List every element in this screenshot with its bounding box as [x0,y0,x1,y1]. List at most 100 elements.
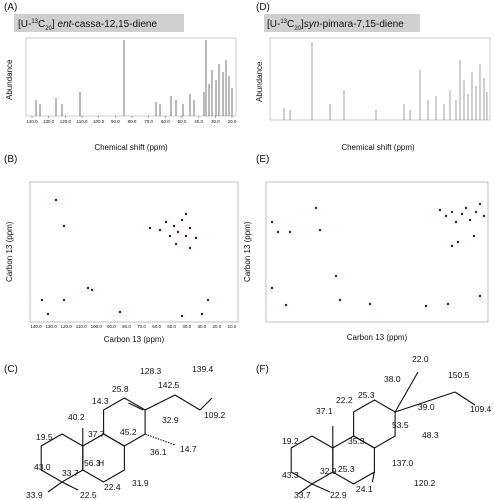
bond [311,483,331,493]
x-tick-label: 110.0 [76,324,87,329]
cross-peak [460,212,464,216]
shift-label: 142.5 [158,380,180,390]
x-ticks: 140.0 130.0 120.0 110.0 100.0 90.0 80.0 70.0 60.… [30,324,237,329]
x-tick-label: 80.0 [122,324,131,329]
x-tick-label: 70.0 [144,119,153,124]
cross-peak [168,234,172,238]
shift-label: 22.2 [336,395,353,405]
cross-peak [424,304,428,308]
panel-label: (E) [256,154,269,165]
bond [454,391,476,406]
cross-peak [478,294,482,298]
cross-peak [438,208,442,212]
title-box [264,14,420,32]
panel-label: (F) [256,364,269,375]
y-axis-label: Abundance [5,59,14,100]
x-tick-label: 130.0 [43,119,55,124]
y-axis-label: Abundance [255,61,264,102]
cross-peak [482,214,486,218]
shift-label: 150.5 [448,370,470,380]
x-tick-label: 90.0 [111,119,120,124]
shift-label: 19.2 [282,436,299,446]
shift-label: 22.9 [330,490,347,500]
bond [394,371,419,413]
x-axis-label: Chemical shift (ppm) [341,143,415,152]
cross-peak [184,234,188,238]
cross-peak [284,303,288,307]
structure: 22.0 150.5 38.0 25.3 39.0 109.4 37.122.2 53.5 48… [282,354,492,500]
x-tick-label: 30.0 [197,324,206,329]
cross-peak [194,236,198,240]
cross-peak [180,314,184,318]
panel-label: (D) [256,2,270,13]
x-tick-label: 20.0 [228,119,237,124]
shift-label: 24.1 [356,484,373,494]
x-tick-label: 110.0 [77,119,88,124]
cross-peak [188,226,192,230]
panel-title: [U-13C20]syn-pimara-7,15-diene [267,19,404,32]
cross-peak [180,218,184,222]
shift-label: 33.7 [294,490,311,500]
shift-label: 43.0 [34,462,51,472]
cross-peak [288,230,292,234]
x-tick-label: 140.0 [30,324,42,329]
x-tick-label: 50.0 [167,324,176,329]
shift-label: 39.0 [418,402,435,412]
2d-frame [29,181,239,323]
shift-label: 22.4 [104,482,121,492]
cross-peak [174,242,178,246]
spectrum-frame [269,37,491,121]
x-tick-label: 80.0 [128,119,137,124]
shift-label: 31.9 [132,478,149,488]
x-tick-label: 40.0 [182,324,191,329]
cross-peak [158,228,162,232]
cross-peak [314,206,318,210]
bond [297,483,313,495]
x-tick-label: 40.0 [194,119,203,124]
panel-label: (B) [4,154,17,165]
shift-label: 56.3 [84,458,101,468]
shift-label: 53.5 [392,420,409,430]
shift-label: 32.9 [162,415,179,425]
title-box [14,14,184,32]
cross-peak [464,206,468,210]
cross-peak [318,228,322,232]
shift-label: 45.2 [120,427,137,437]
cross-peak [338,298,342,302]
shift-label: 128.3 [140,366,162,376]
shift-label: 35.3 [348,436,365,446]
spectrum [283,42,488,120]
cross-peak [368,302,372,306]
cross-peak [62,224,66,228]
cross-peak [474,210,478,214]
cross-peak [184,212,188,216]
x-tick-label: 60.0 [152,324,161,329]
bond [371,471,375,483]
cross-peak [90,288,94,292]
cross-peak [450,244,454,248]
shift-label: 25.3 [338,464,355,474]
cross-peak [172,224,176,228]
cross-peak [270,286,274,290]
cross-peaks [40,198,210,318]
cross-peak [176,230,180,234]
x-ticks: 140.0 130.0 120.0 110.0 100.0 90.0 80.0 70.0 60.… [26,116,237,124]
bond [394,391,456,413]
y-axis-label: Carbon 13 (ppm) [243,221,252,282]
shift-label: 43.3 [282,470,299,480]
bond [174,394,201,411]
shift-label: 14.7 [180,444,197,454]
x-tick-label: 130.0 [45,324,57,329]
shift-label: 48.3 [422,430,439,440]
h-label: H [98,458,104,468]
cross-peak [472,234,476,238]
x-tick-label: 30.0 [211,119,220,124]
spectrum [35,40,233,116]
x-axis-label: Carbon 13 (ppm) [104,335,165,344]
cross-peak [54,198,58,202]
shift-label: 109.2 [204,410,226,420]
shift-label: 137.0 [392,458,414,468]
cross-peak [62,298,66,302]
shift-label: 25.8 [112,384,129,394]
